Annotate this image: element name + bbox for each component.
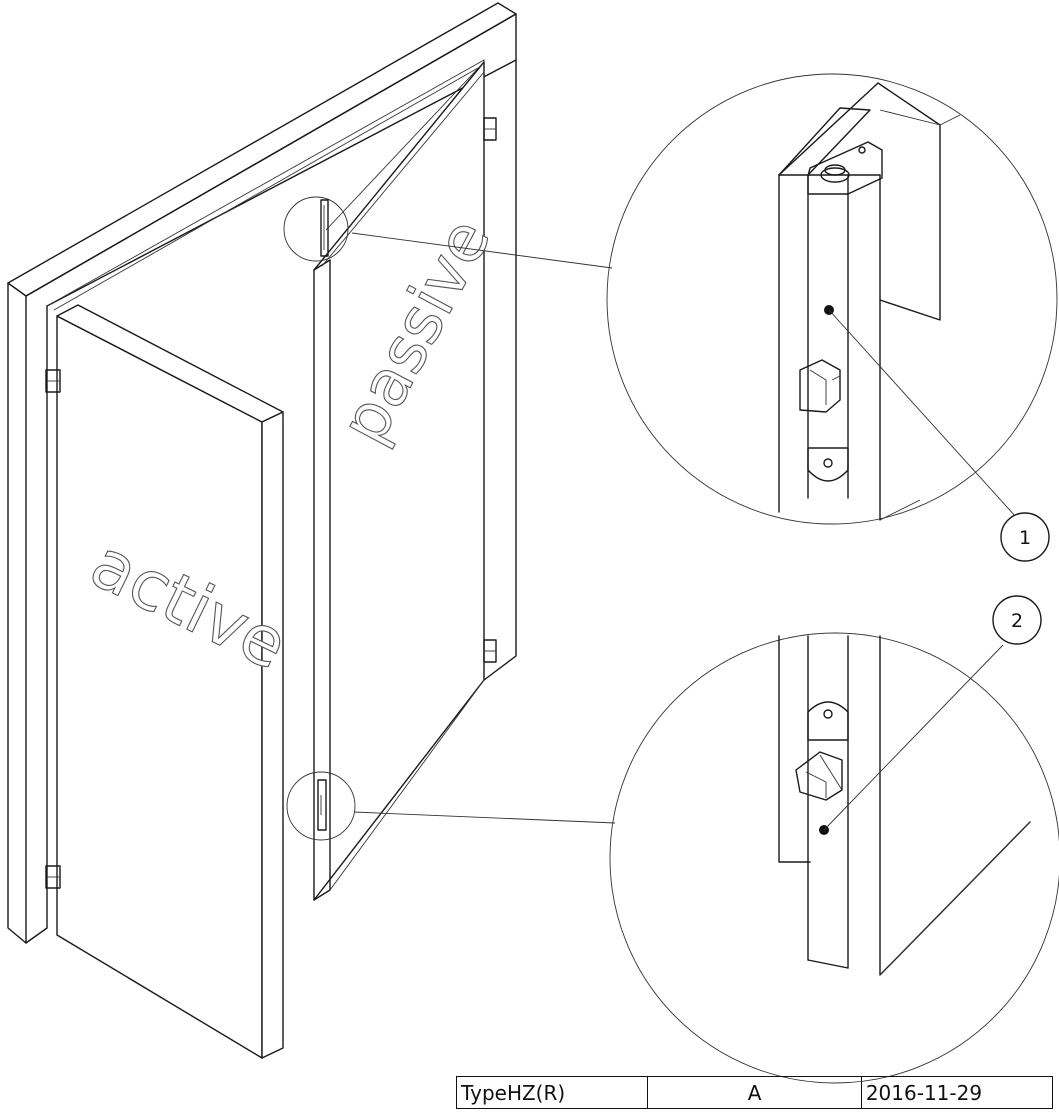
title-block-type: TypeHZ(R) (455, 1076, 649, 1109)
locator-circle-upper (283, 196, 349, 262)
callout-1-leader (824, 305, 1017, 518)
active-door-leaf: active (56, 304, 300, 1059)
detail-view-lower (609, 632, 1059, 1084)
callout-2-bubble: 2 (992, 595, 1042, 645)
hinge-upper-right (483, 117, 497, 141)
detail-view-upper (606, 73, 1058, 525)
hinge-lower-left (45, 865, 61, 889)
callout-1-number: 1 (1019, 527, 1031, 549)
leader-line-lower (353, 811, 616, 824)
title-block-row: TypeHZ(R) A 2016-11-29 (455, 1076, 1054, 1109)
callout-1-bubble: 1 (1000, 512, 1050, 562)
title-block-date: 2016-11-29 (860, 1076, 1054, 1109)
title-block-revision: A (647, 1076, 862, 1109)
passive-door-leaf: passive (313, 61, 506, 901)
callout-2-leader (819, 644, 1004, 835)
callout-2-number: 2 (1011, 610, 1023, 632)
door-frame (7, 2, 517, 944)
hinge-lower-right (483, 639, 497, 663)
leader-line-upper (351, 232, 613, 269)
hinge-upper-left (45, 369, 61, 393)
locator-circle-lower (286, 771, 356, 841)
title-block: TypeHZ(R) A 2016-11-29 (455, 1076, 1054, 1109)
